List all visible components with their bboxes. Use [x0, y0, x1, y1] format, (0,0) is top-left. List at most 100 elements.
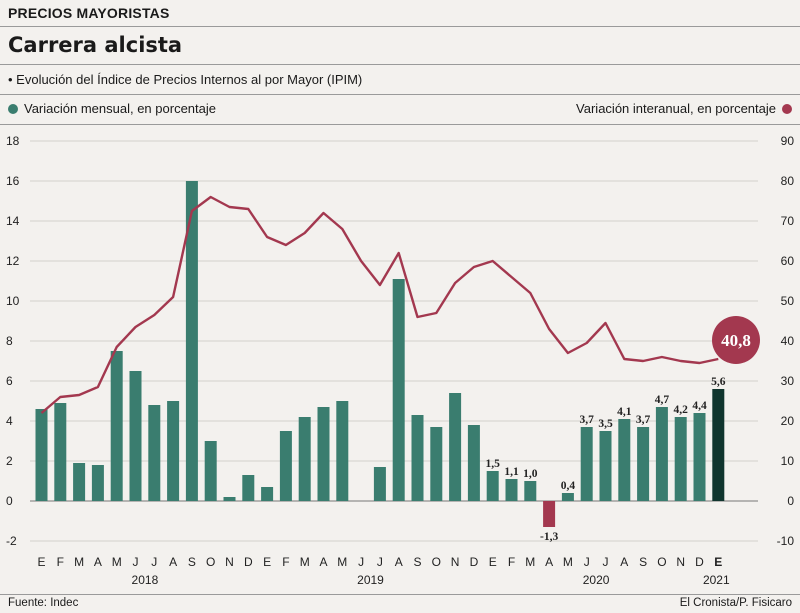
x-tick-label: J	[377, 555, 383, 569]
y-tick-left: 14	[6, 214, 20, 228]
y-tick-right: 80	[781, 174, 795, 188]
y-tick-left: 8	[6, 334, 13, 348]
bar	[110, 351, 123, 501]
legend-right-label: Variación interanual, en porcentaje	[576, 101, 776, 116]
x-tick-label: O	[657, 555, 666, 569]
y-tick-right: 50	[781, 294, 795, 308]
data-label: 3,7	[636, 414, 651, 426]
y-tick-left: 4	[6, 414, 13, 428]
y-tick-left: 12	[6, 254, 20, 268]
x-tick-label: J	[584, 555, 590, 569]
bar	[655, 407, 668, 501]
x-tick-label: S	[639, 555, 647, 569]
y-tick-left: 2	[6, 454, 13, 468]
y-tick-left: -2	[6, 534, 17, 548]
data-label: 4,7	[655, 394, 670, 406]
bar	[35, 409, 48, 501]
x-tick-label: A	[545, 555, 553, 569]
x-tick-label: S	[188, 555, 196, 569]
bar	[336, 401, 349, 501]
y-tick-left: 10	[6, 294, 20, 308]
bar	[580, 427, 593, 501]
bar	[486, 471, 499, 501]
bar	[261, 487, 274, 501]
data-label: 0,4	[561, 480, 576, 492]
x-tick-label: D	[470, 555, 479, 569]
x-tick-label: F	[508, 555, 515, 569]
y-tick-left: 6	[6, 374, 13, 388]
bar	[505, 479, 518, 501]
bar	[618, 419, 631, 501]
x-tick-label: A	[169, 555, 177, 569]
data-label: 4,4	[692, 400, 707, 412]
legend-left: Variación mensual, en porcentaje	[8, 101, 216, 116]
y-tick-left: 0	[6, 494, 13, 508]
x-tick-label: J	[133, 555, 139, 569]
bar	[279, 431, 292, 501]
legend-dot-icon-yearly	[782, 103, 792, 114]
bar	[373, 467, 386, 501]
bar	[392, 279, 405, 501]
x-tick-label: S	[413, 555, 421, 569]
bar	[712, 389, 725, 501]
data-label: -1,3	[540, 531, 558, 543]
x-tick-label: A	[94, 555, 102, 569]
kicker: PRECIOS MAYORISTAS	[8, 5, 170, 21]
x-tick-label: O	[432, 555, 441, 569]
x-tick-label: M	[300, 555, 310, 569]
y-tick-right: 70	[781, 214, 795, 228]
bar	[467, 425, 480, 501]
bar	[129, 371, 142, 501]
x-tick-label: A	[620, 555, 628, 569]
bar	[561, 493, 574, 501]
y-tick-right: 60	[781, 254, 795, 268]
bar	[167, 401, 180, 501]
bar	[242, 475, 255, 501]
bar	[449, 393, 462, 501]
y-tick-right: 30	[781, 374, 795, 388]
bar	[148, 405, 161, 501]
year-label: 2021	[703, 573, 730, 587]
legend-left-label: Variación mensual, en porcentaje	[24, 101, 216, 116]
year-label: 2019	[357, 573, 384, 587]
data-label: 5,6	[711, 376, 726, 388]
legend-rule	[0, 124, 800, 125]
x-tick-label: F	[57, 555, 64, 569]
data-label: 1,5	[486, 458, 501, 470]
bar	[185, 181, 198, 501]
bar	[411, 415, 424, 501]
x-tick-label: E	[489, 555, 497, 569]
y-tick-left: 18	[6, 134, 20, 148]
year-label: 2020	[583, 573, 610, 587]
bar	[223, 497, 236, 501]
top-rule	[0, 26, 800, 27]
x-tick-label: E	[263, 555, 271, 569]
bar	[543, 501, 556, 527]
x-tick-label: M	[74, 555, 84, 569]
y-tick-right: 0	[787, 494, 794, 508]
x-tick-label: E	[714, 555, 722, 569]
footer-rule	[0, 594, 800, 595]
bar	[637, 427, 650, 501]
y-tick-right: 90	[781, 134, 795, 148]
legend-dot-icon-monthly	[8, 103, 18, 114]
data-label: 1,1	[504, 466, 519, 478]
x-tick-label: E	[37, 555, 45, 569]
x-tick-label: A	[319, 555, 327, 569]
x-tick-label: A	[395, 555, 403, 569]
data-label: 1,0	[523, 468, 538, 480]
bar	[298, 417, 311, 501]
bar	[54, 403, 67, 501]
bar	[599, 431, 612, 501]
y-tick-right: -10	[777, 534, 795, 548]
bar	[524, 481, 537, 501]
x-tick-label: J	[151, 555, 157, 569]
x-tick-label: J	[358, 555, 364, 569]
x-tick-label: O	[206, 555, 215, 569]
credit-note: El Cronista/P. Fisicaro	[679, 597, 792, 609]
y-tick-left: 16	[6, 174, 20, 188]
x-tick-label: M	[337, 555, 347, 569]
x-tick-label: N	[676, 555, 685, 569]
x-tick-label: D	[695, 555, 704, 569]
